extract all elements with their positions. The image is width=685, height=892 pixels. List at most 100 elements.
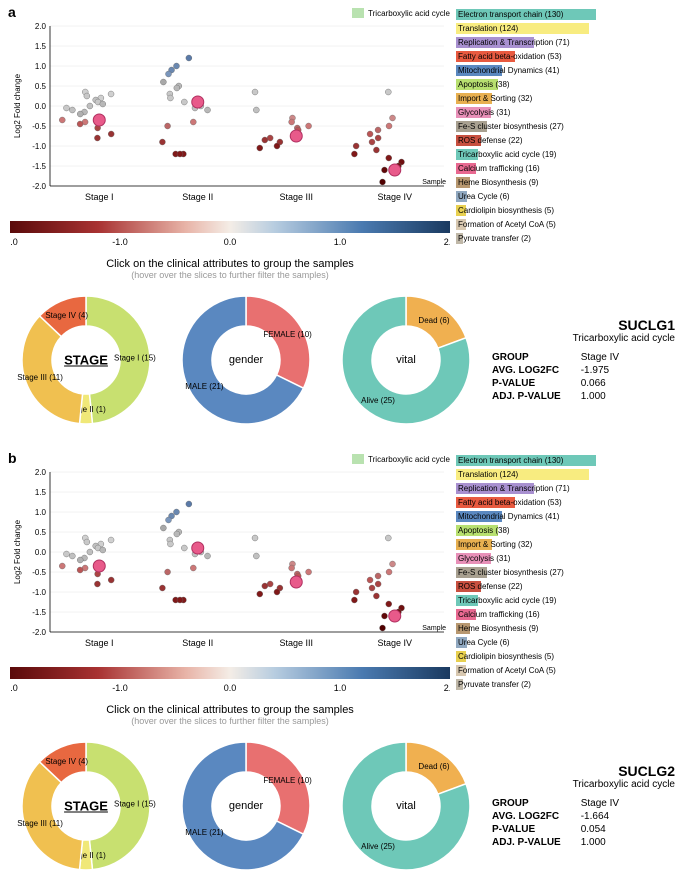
data-point[interactable]: [367, 577, 373, 583]
pathway-legend-item[interactable]: Heme Biosynthesis (9): [456, 176, 675, 189]
group-mean-marker[interactable]: [192, 96, 204, 108]
data-point[interactable]: [186, 501, 192, 507]
pathway-legend-item[interactable]: ROS defense (22): [456, 134, 675, 147]
data-point[interactable]: [375, 581, 381, 587]
pathway-legend-item[interactable]: Glycolysis (31): [456, 106, 675, 119]
data-point[interactable]: [353, 589, 359, 595]
donut-wrap-stage[interactable]: Stage I (15)Stage II (1)Stage III (11)St…: [10, 730, 162, 882]
pathway-legend-item[interactable]: Urea Cycle (6): [456, 636, 675, 649]
pathway-legend-item[interactable]: Apoptosis (38): [456, 524, 675, 537]
data-point[interactable]: [380, 179, 386, 185]
data-point[interactable]: [181, 545, 187, 551]
data-point[interactable]: [385, 535, 391, 541]
data-point[interactable]: [94, 135, 100, 141]
group-mean-marker[interactable]: [389, 610, 401, 622]
data-point[interactable]: [267, 135, 273, 141]
data-point[interactable]: [63, 551, 69, 557]
data-point[interactable]: [87, 549, 93, 555]
donut-slice[interactable]: [22, 316, 83, 424]
data-point[interactable]: [100, 101, 106, 107]
data-point[interactable]: [205, 107, 211, 113]
data-point[interactable]: [257, 145, 263, 151]
data-point[interactable]: [262, 137, 268, 143]
data-point[interactable]: [353, 143, 359, 149]
pathway-legend-item[interactable]: Cardiolipin biosynthesis (5): [456, 650, 675, 663]
data-point[interactable]: [373, 147, 379, 153]
data-point[interactable]: [77, 121, 83, 127]
data-point[interactable]: [165, 71, 171, 77]
data-point[interactable]: [351, 597, 357, 603]
data-point[interactable]: [386, 601, 392, 607]
pathway-legend-item[interactable]: Heme Biosynthesis (9): [456, 622, 675, 635]
data-point[interactable]: [390, 561, 396, 567]
data-point[interactable]: [173, 63, 179, 69]
data-point[interactable]: [262, 583, 268, 589]
data-point[interactable]: [87, 103, 93, 109]
pathway-legend-item[interactable]: Calcium trafficking (16): [456, 608, 675, 621]
data-point[interactable]: [165, 123, 171, 129]
pathway-legend-item[interactable]: Fe-S cluster biosynthesis (27): [456, 566, 675, 579]
data-point[interactable]: [173, 509, 179, 515]
scatter-plot[interactable]: -2.0-1.5-1.0-0.50.00.51.01.52.0Stage ISt…: [10, 466, 450, 656]
data-point[interactable]: [165, 517, 171, 523]
pathway-legend-item[interactable]: Tricarboxylic acid cycle (19): [456, 148, 675, 161]
data-point[interactable]: [174, 85, 180, 91]
data-point[interactable]: [108, 91, 114, 97]
data-point[interactable]: [289, 565, 295, 571]
pathway-legend-item[interactable]: Fe-S cluster biosynthesis (27): [456, 120, 675, 133]
data-point[interactable]: [167, 95, 173, 101]
data-point[interactable]: [63, 105, 69, 111]
scatter-plot[interactable]: -2.0-1.5-1.0-0.50.00.51.01.52.0Stage ISt…: [10, 20, 450, 210]
data-point[interactable]: [177, 597, 183, 603]
group-mean-marker[interactable]: [192, 542, 204, 554]
donut-slice[interactable]: [246, 742, 310, 834]
donut-wrap-gender[interactable]: FEMALE (10)MALE (21) gender: [170, 730, 322, 882]
pathway-legend-item[interactable]: Formation of Acetyl CoA (5): [456, 218, 675, 231]
pathway-legend-item[interactable]: Calcium trafficking (16): [456, 162, 675, 175]
group-mean-marker[interactable]: [290, 130, 302, 142]
data-point[interactable]: [190, 119, 196, 125]
data-point[interactable]: [186, 55, 192, 61]
data-point[interactable]: [108, 577, 114, 583]
data-point[interactable]: [69, 553, 75, 559]
data-point[interactable]: [108, 537, 114, 543]
data-point[interactable]: [369, 139, 375, 145]
pathway-legend-item[interactable]: Tricarboxylic acid cycle (19): [456, 594, 675, 607]
data-point[interactable]: [375, 127, 381, 133]
data-point[interactable]: [253, 553, 259, 559]
group-mean-marker[interactable]: [389, 164, 401, 176]
pathway-legend-item[interactable]: Formation of Acetyl CoA (5): [456, 664, 675, 677]
pathway-legend-item[interactable]: Import & Sorting (32): [456, 538, 675, 551]
pathway-legend-item[interactable]: Import & Sorting (32): [456, 92, 675, 105]
donut-wrap-vital[interactable]: Dead (6)Alive (25) vital: [330, 730, 482, 882]
data-point[interactable]: [77, 557, 83, 563]
data-point[interactable]: [205, 553, 211, 559]
pathway-legend-item[interactable]: Translation (124): [456, 468, 675, 481]
pathway-legend-item[interactable]: Cardiolipin biosynthesis (5): [456, 204, 675, 217]
data-point[interactable]: [177, 151, 183, 157]
pathway-legend-item[interactable]: Mitochondrial Dynamics (41): [456, 510, 675, 523]
donut-slice[interactable]: [246, 296, 310, 388]
data-point[interactable]: [274, 589, 280, 595]
pathway-legend-item[interactable]: Pyruvate transfer (2): [456, 232, 675, 245]
data-point[interactable]: [289, 119, 295, 125]
pathway-legend-item[interactable]: Apoptosis (38): [456, 78, 675, 91]
data-point[interactable]: [375, 135, 381, 141]
data-point[interactable]: [59, 117, 65, 123]
pathway-legend-item[interactable]: Urea Cycle (6): [456, 190, 675, 203]
data-point[interactable]: [385, 89, 391, 95]
data-point[interactable]: [381, 613, 387, 619]
data-point[interactable]: [380, 625, 386, 631]
data-point[interactable]: [165, 569, 171, 575]
data-point[interactable]: [100, 547, 106, 553]
data-point[interactable]: [159, 139, 165, 145]
donut-wrap-vital[interactable]: Dead (6)Alive (25) vital: [330, 284, 482, 436]
data-point[interactable]: [306, 569, 312, 575]
data-point[interactable]: [84, 93, 90, 99]
data-point[interactable]: [94, 581, 100, 587]
data-point[interactable]: [160, 79, 166, 85]
group-mean-marker[interactable]: [290, 576, 302, 588]
data-point[interactable]: [77, 567, 83, 573]
data-point[interactable]: [174, 531, 180, 537]
pathway-legend-item[interactable]: Electron transport chain (130): [456, 454, 675, 467]
